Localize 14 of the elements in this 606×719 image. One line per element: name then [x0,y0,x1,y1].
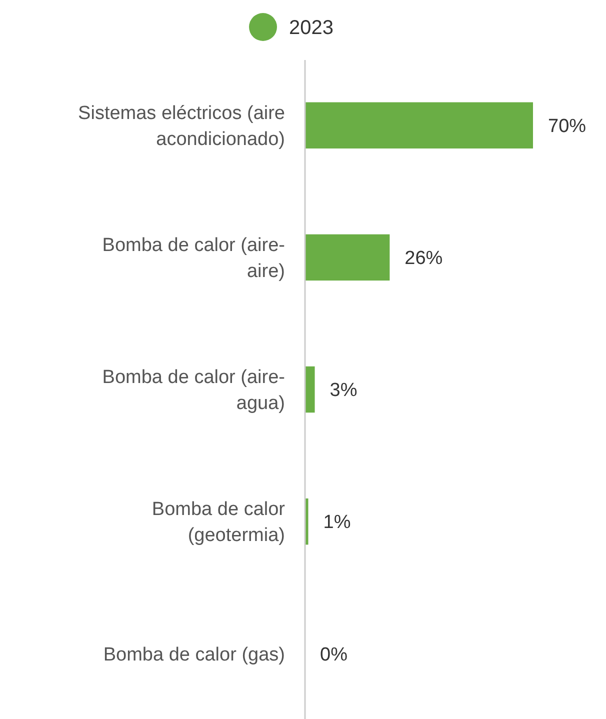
bar [305,366,315,413]
y-tick-label: Bomba de calor (geotermia) [152,499,286,546]
y-tick-label: Bomba de calor (aire-agua) [102,367,285,414]
y-tick-label: Sistemas eléctricos (aire acondicionado) [78,103,285,150]
y-tick-label: Bomba de calor (aire-aire) [102,235,285,282]
legend-label: 2023 [289,17,334,39]
data-label: 1% [323,512,351,534]
bar [305,234,390,281]
bar [305,102,533,148]
data-label: 26% [404,248,443,270]
data-label: 0% [320,644,348,666]
y-tick-label: Bomba de calor (gas) [103,644,285,666]
data-label: 70% [548,116,586,138]
data-label: 3% [330,380,358,402]
